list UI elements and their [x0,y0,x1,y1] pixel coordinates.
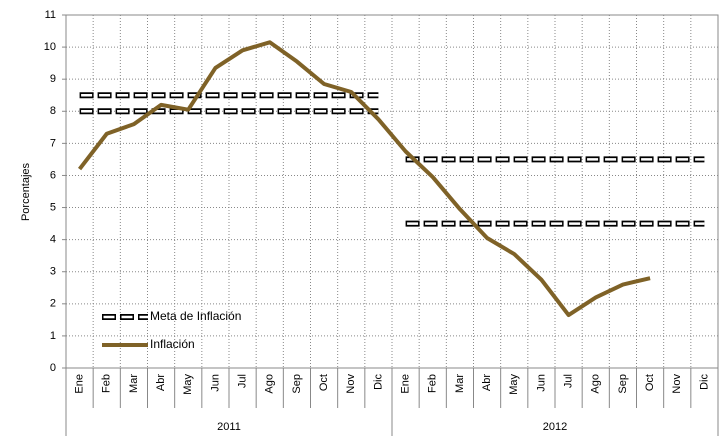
group-label: 2012 [543,421,567,433]
x-tick-label: Oct [644,374,656,391]
y-tick-label: 6 [50,169,56,181]
y-tick-label: 2 [50,298,56,310]
x-tick-label: Jul [562,374,574,388]
y-tick-label: 10 [44,41,56,53]
y-tick-label: 11 [45,9,56,21]
y-tick-label: 4 [50,234,56,246]
x-tick-label: Sep [291,374,303,394]
legend-label: Inflación [150,337,195,351]
y-tick-label: 0 [50,362,56,374]
x-tick-label: Mar [454,374,466,393]
x-tick-label: Ene [73,374,85,394]
y-tick-label: 1 [50,330,56,342]
x-tick-label: Dic [698,374,710,390]
x-tick-label: Dic [372,374,384,390]
y-tick-label: 3 [50,266,56,278]
x-tick-label: Jul [236,374,248,388]
x-tick-label: Jun [535,374,547,392]
x-tick-label: May [508,374,520,395]
y-tick-label: 7 [50,137,56,149]
y-axis-label: Porcentajes [20,162,32,221]
y-tick-label: 8 [50,105,56,117]
group-label: 2011 [217,421,241,433]
x-tick-label: Ene [399,374,411,394]
x-tick-label: Nov [671,374,683,394]
y-tick-label: 5 [50,201,56,213]
legend-label: Meta de Inflación [150,309,241,323]
x-tick-label: May [182,374,194,395]
x-tick-label: Nov [345,374,357,394]
series-line [77,40,651,318]
x-tick-label: Feb [427,374,439,393]
y-tick-label: 9 [50,73,56,85]
x-tick-label: Ago [590,374,602,394]
x-tick-label: Abr [481,374,493,391]
x-tick-label: Abr [155,374,167,391]
x-tick-label: Ago [264,374,276,394]
x-tick-label: Jun [209,374,221,392]
x-tick-label: Sep [617,374,629,394]
x-tick-label: Oct [318,374,330,391]
x-tick-label: Mar [128,374,140,393]
x-tick-label: Feb [101,374,113,393]
